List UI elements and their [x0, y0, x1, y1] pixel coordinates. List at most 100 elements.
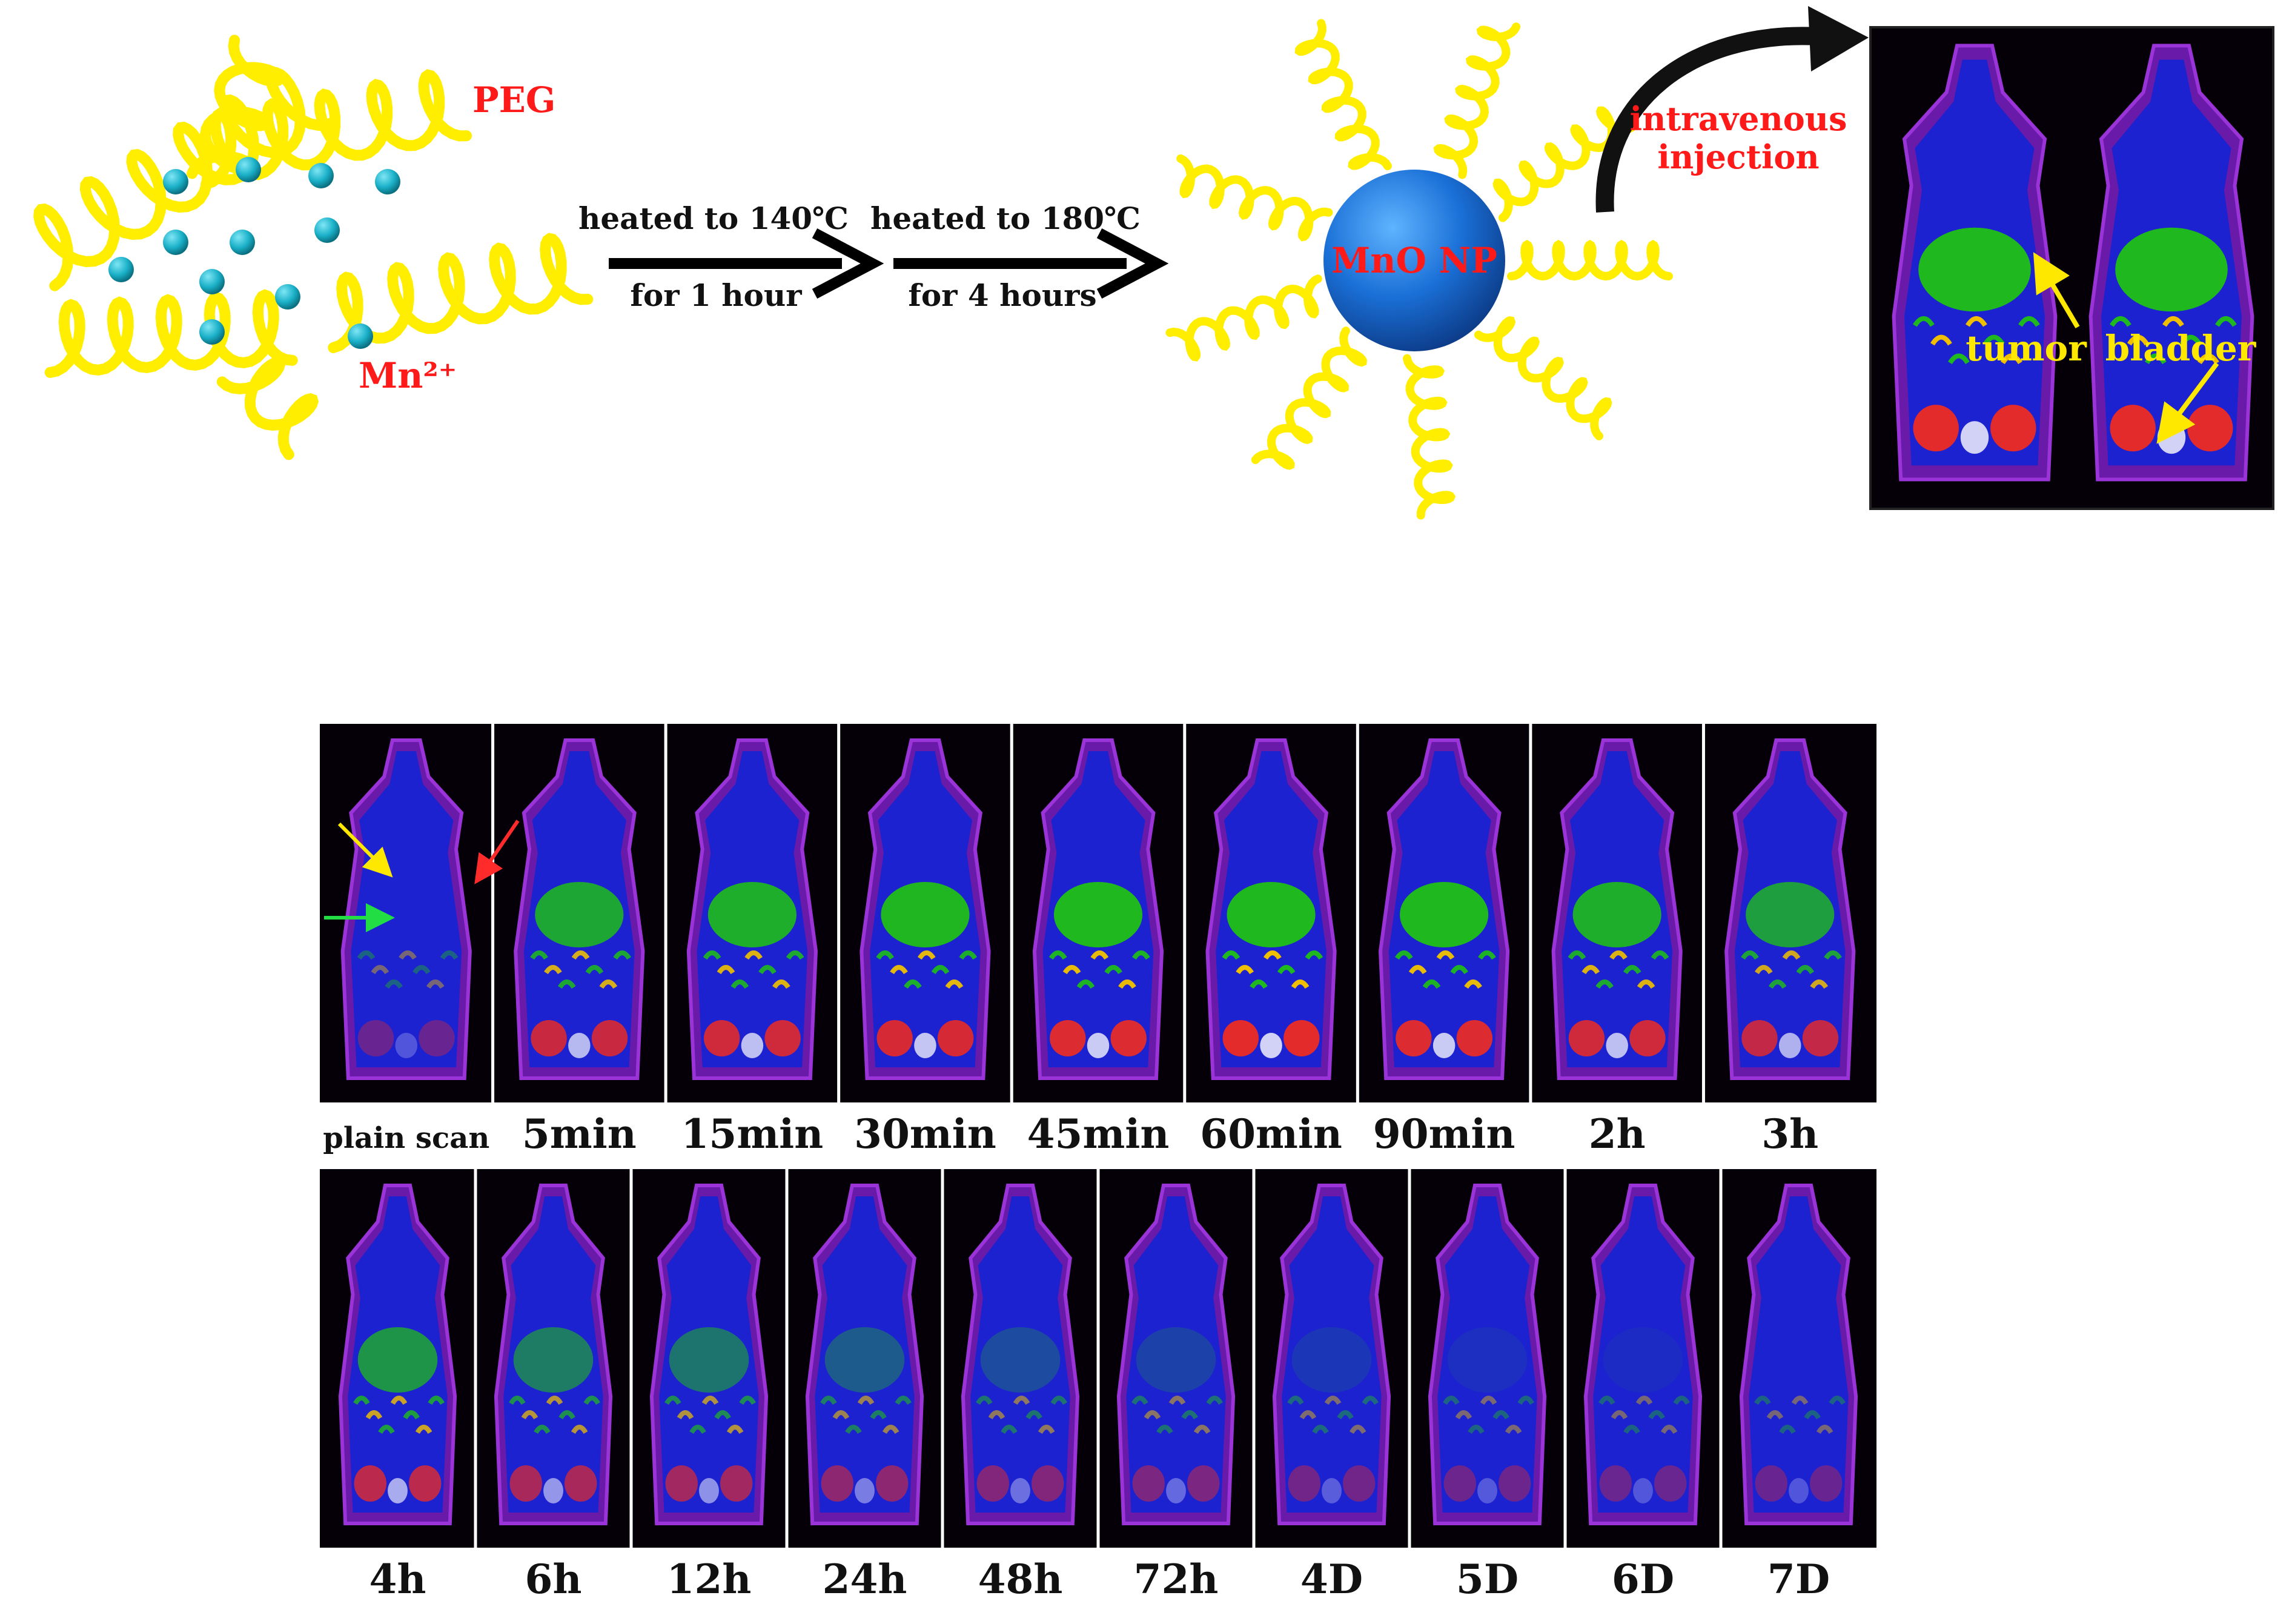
intestine-signal [1001, 1425, 1018, 1434]
intestine-signal [1168, 1396, 1186, 1405]
peg-arm [1474, 316, 1612, 440]
intestine-signal [1062, 965, 1081, 975]
kidney-signal [976, 1465, 1009, 1502]
peg-arm [1251, 326, 1368, 470]
time-point-label: 15min [681, 1110, 824, 1158]
intestine-signal [976, 1396, 993, 1405]
time-point-label: 6D [1612, 1556, 1674, 1603]
intestine-signal [857, 1396, 875, 1405]
kidney-signal [357, 1020, 394, 1056]
time-point-label: 2h [1589, 1110, 1646, 1158]
kidney-signal [591, 1020, 628, 1056]
kidney-signal [2187, 405, 2233, 452]
mouse-body [1126, 1196, 1226, 1513]
timeline-row1-panels [320, 724, 1876, 1102]
liver-signal [1572, 882, 1661, 947]
liver-signal [1053, 882, 1143, 947]
intestine-signal [1755, 965, 1773, 975]
timeline-row1-labels: plain scan 5min 15min 30min 45min 60min 90min 2… [323, 1110, 1818, 1158]
intestine-signal [882, 1425, 899, 1434]
intestine-signal [1637, 979, 1655, 989]
bladder-label: bladder [2105, 328, 2257, 369]
bladder-signal [699, 1478, 719, 1503]
mri-mouse-tumor [1892, 44, 2058, 482]
intestine-signal [1505, 1425, 1522, 1434]
intestine-signal [1132, 950, 1150, 960]
mn-ion [348, 323, 373, 349]
mri-mouse [1272, 1184, 1391, 1525]
intestine-signal [1455, 1410, 1472, 1420]
intestine-signal [530, 950, 548, 960]
plain-scan-yellow-arrow-icon [337, 822, 393, 878]
kidney-signal [1222, 1020, 1259, 1056]
peg-arm [1176, 154, 1333, 242]
mn-ion-particles [108, 157, 400, 349]
injection-arrow-head-icon [1808, 6, 1869, 71]
intestine-signal [1038, 1425, 1055, 1434]
liver-signal [513, 1327, 594, 1393]
bladder-signal [543, 1478, 563, 1503]
time-point-label: 4h [369, 1556, 426, 1603]
intestine-signal [2001, 353, 2022, 365]
intestine-signal [744, 950, 763, 960]
intestine-signal [415, 1425, 432, 1434]
bladder-signal [388, 1478, 408, 1503]
liver-signal [535, 882, 624, 947]
kidney-signal [1110, 1020, 1147, 1056]
intestine-signal [1181, 1410, 1198, 1420]
step2-arrow-icon [893, 228, 1169, 299]
kidney-signal [1396, 1020, 1432, 1056]
intestine-signal [1651, 950, 1669, 960]
time-point-label: 7D [1767, 1556, 1830, 1603]
step1-condition-line1: heated to 140℃ [578, 201, 849, 236]
intestine-signal [1076, 979, 1095, 989]
peg-chain [44, 289, 298, 378]
intestine-signal [1131, 1396, 1148, 1405]
intestine-signal [2145, 353, 2167, 365]
intestine-signal [701, 1396, 719, 1405]
mri-mouse [514, 738, 645, 1080]
intestine-signal [1816, 1425, 1833, 1434]
injection-label-line1: intravenous [1630, 99, 1847, 138]
intestine-signal [1349, 1425, 1366, 1434]
bladder-signal [1633, 1478, 1653, 1503]
intestine-signal [726, 1425, 744, 1434]
intestine-signal [546, 1396, 563, 1405]
mno-nanoparticle [1323, 170, 1505, 351]
intestine-signal [1104, 965, 1122, 975]
liver-signal [1136, 1327, 1216, 1393]
mri-mouse [1379, 738, 1510, 1080]
intestine-signal [558, 1410, 575, 1420]
mn-ion [199, 269, 225, 294]
intestine-signal [1025, 1410, 1042, 1420]
mouse-body [815, 1196, 915, 1513]
time-point-label: 60min [1200, 1110, 1342, 1158]
mri-mouse [961, 1184, 1080, 1525]
intestine-signal [399, 950, 417, 960]
intestine-signal [1635, 1396, 1653, 1405]
intestine-signal [1464, 979, 1482, 989]
tumor-arrow-icon [2033, 252, 2080, 329]
intestine-signal [1660, 1425, 1678, 1434]
kidney-signal [1802, 1020, 1839, 1056]
liver-signal [1746, 882, 1835, 947]
kidney-signal [1032, 1465, 1064, 1502]
mri-mouse [1205, 738, 1337, 1080]
peg-chain [216, 357, 319, 460]
intestine-signal [1810, 979, 1828, 989]
kidney-signal [1132, 1465, 1165, 1502]
intestine-signal [412, 965, 431, 975]
intestine-signal [1193, 1425, 1211, 1434]
mn-ion [199, 319, 225, 345]
intestine-signal [353, 1396, 370, 1405]
intestine-signal [428, 1396, 445, 1405]
mri-mouse [1428, 1184, 1547, 1525]
bladder-signal [1778, 1033, 1801, 1058]
kidney-signal [1990, 405, 2036, 452]
time-point-label: 45min [1027, 1110, 1170, 1158]
intestine-signal [917, 950, 936, 960]
intestine-signal [1422, 979, 1441, 989]
intestine-signal [1324, 1396, 1342, 1405]
injection-label-line2: injection [1657, 138, 1819, 176]
liver-signal [2115, 227, 2228, 312]
